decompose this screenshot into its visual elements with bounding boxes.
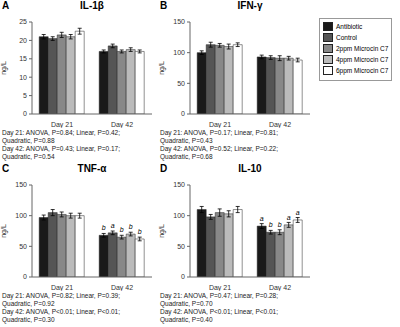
html-text:Day 42: ANOVA, P=0.52; Linear,: Day 42: ANOVA, P=0.52; Linear, P=0.22; (160, 145, 278, 152)
svg-text:Day 42: Day 42 (111, 121, 133, 128)
html-text:2ppm Microcin C7: 2ppm Microcin C7 (336, 45, 389, 52)
html-text:6ppm Microcin C7: 6ppm Microcin C7 (336, 67, 389, 74)
svg-text:15: 15 (19, 55, 27, 62)
svg-text:0: 0 (23, 110, 27, 117)
html-text:D: D (160, 163, 168, 174)
svg-text:150: 150 (173, 181, 185, 188)
html-text:A: A (2, 0, 10, 11)
svg-text:Day 21: Day 21 (51, 121, 73, 128)
html-text:Control: Control (336, 34, 357, 41)
html-text:TNF-α: TNF-α (77, 163, 107, 174)
svg-text:b: b (278, 221, 282, 228)
svg-text:50: 50 (19, 243, 27, 250)
svg-text:a: a (260, 215, 264, 222)
svg-text:100: 100 (173, 49, 185, 56)
svg-text:Day 21: Day 21 (209, 121, 231, 128)
svg-text:Day 42: Day 42 (269, 121, 291, 128)
svg-text:20: 20 (19, 37, 27, 44)
svg-text:100: 100 (15, 212, 27, 219)
html-text:Quadratic, P=0.40: Quadratic, P=0.40 (160, 316, 213, 323)
svg-text:50: 50 (177, 80, 185, 87)
svg-text:ng/L: ng/L (8, 224, 9, 238)
html-text:Day 21: ANOVA, P=0.47; Linear,: Day 21: ANOVA, P=0.47; Linear, P=0.28; (160, 292, 278, 299)
svg-text:a: a (111, 222, 115, 229)
svg-text:Day 21: Day 21 (51, 284, 73, 291)
svg-text:0: 0 (23, 273, 27, 280)
svg-text:a: a (296, 209, 300, 216)
html-text:Quadratic, P=0.68: Quadratic, P=0.68 (160, 153, 213, 160)
html-text:Day 42: ANOVA, P=0.43; Linear,: Day 42: ANOVA, P=0.43; Linear, P=0.17; (2, 145, 120, 152)
html-text:C: C (2, 163, 10, 174)
html-text:Day 21: ANOVA, P=0.84; Linear,: Day 21: ANOVA, P=0.84; Linear, P=0.42; (2, 129, 120, 136)
html-text:Quadratic, P=0.43: Quadratic, P=0.43 (160, 137, 213, 144)
svg-text:b: b (102, 224, 106, 231)
svg-text:b: b (129, 223, 133, 230)
html-text:B: B (160, 0, 168, 11)
html-text:IFN-γ: IFN-γ (237, 0, 263, 11)
svg-text:ng/L: ng/L (8, 61, 9, 75)
svg-text:b: b (138, 228, 142, 235)
html-text:Quadratic, P=0.54: Quadratic, P=0.54 (2, 153, 55, 160)
html-text:Day 42: ANOVA, P<0.01; Linear,: Day 42: ANOVA, P<0.01; Linear, P<0.01; (2, 308, 120, 315)
svg-text:0: 0 (181, 273, 185, 280)
html-text:IL-1β: IL-1β (80, 0, 104, 11)
svg-text:0: 0 (181, 110, 185, 117)
svg-text:25: 25 (19, 18, 27, 25)
svg-text:5: 5 (23, 92, 27, 99)
html-text:Quadratic, P=0.70: Quadratic, P=0.70 (160, 300, 213, 307)
html-text:Quadratic, P=0.30: Quadratic, P=0.30 (2, 316, 55, 323)
svg-text:10: 10 (19, 74, 27, 81)
svg-text:150: 150 (173, 18, 185, 25)
html-text:Antibiotic: Antibiotic (336, 23, 363, 30)
svg-text:Day 42: Day 42 (269, 284, 291, 291)
svg-text:Day 21: Day 21 (209, 284, 231, 291)
html-text:Day 42: ANOVA, P<0.01; Linear,: Day 42: ANOVA, P<0.01; Linear, P<0.01; (160, 308, 278, 315)
svg-text:ng/L: ng/L (158, 61, 166, 75)
html-text:Day 21: ANOVA, P=0.17; Linear,: Day 21: ANOVA, P=0.17; Linear, P=0.81; (160, 129, 278, 136)
svg-text:Day 42: Day 42 (111, 284, 133, 291)
svg-text:100: 100 (173, 212, 185, 219)
svg-text:b: b (120, 226, 124, 233)
svg-text:a: a (287, 214, 291, 221)
svg-text:b: b (269, 221, 273, 228)
html-text:Day 21: ANOVA, P=0.82; Linear,: Day 21: ANOVA, P=0.82; Linear, P=0.39; (2, 292, 120, 299)
html-text:IL-10: IL-10 (238, 163, 262, 174)
html-text:4ppm Microcin C7: 4ppm Microcin C7 (336, 56, 389, 63)
svg-text:ng/L: ng/L (158, 224, 166, 238)
html-text:Quadratic, P=0.88: Quadratic, P=0.88 (2, 137, 55, 144)
svg-text:50: 50 (177, 243, 185, 250)
html-text:Quadratic, P=0.92: Quadratic, P=0.92 (2, 300, 55, 307)
svg-text:150: 150 (15, 181, 27, 188)
